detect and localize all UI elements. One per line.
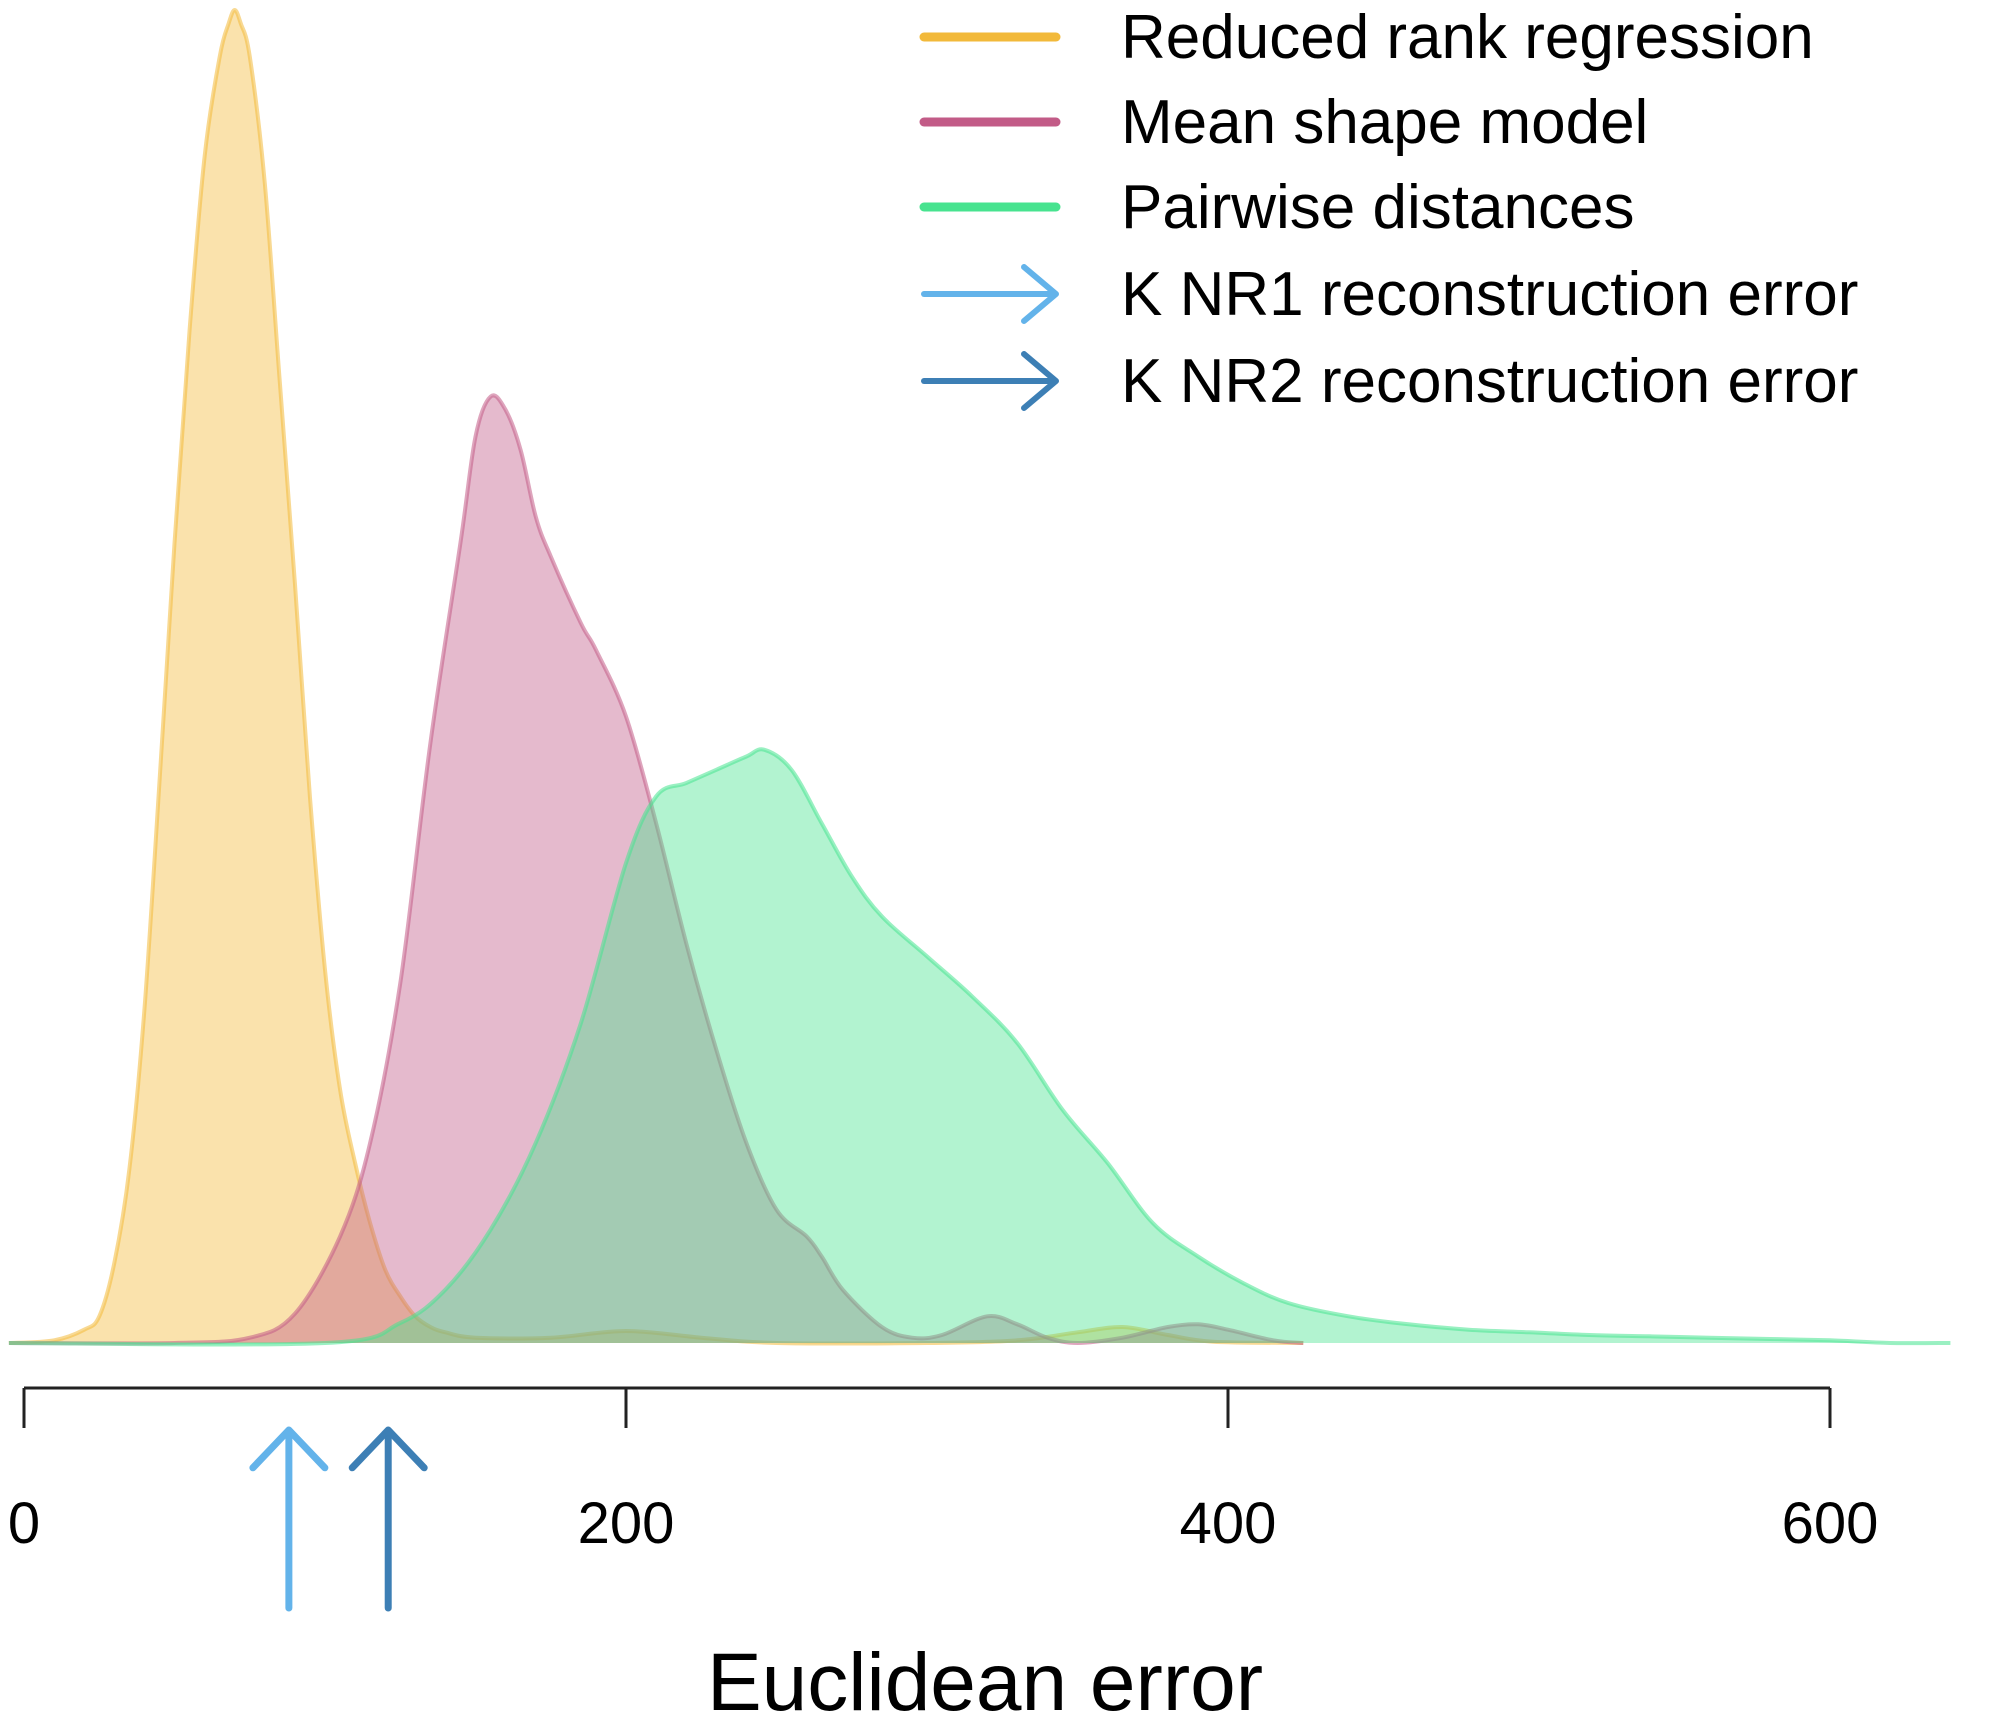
density-areas <box>8 8 1951 1347</box>
x-axis-ticks <box>22 1388 1832 1428</box>
x-tick-label-0: 0 <box>8 1491 40 1556</box>
legend-label-k-nr2-reconstruction-error: K NR2 reconstruction error <box>1121 347 1858 416</box>
x-axis: 0 200 400 600 <box>8 1386 1879 1556</box>
density-line-mean-shape-model <box>8 393 1304 1346</box>
legend: Reduced rank regression Mean shape model P… <box>919 3 1858 416</box>
density-area-pairwise-distances <box>8 749 1951 1345</box>
legend-item-mean-shape-model: Mean shape model <box>919 88 1648 157</box>
legend-item-pairwise-distances: Pairwise distances <box>919 173 1634 242</box>
density-area-mean-shape-model <box>8 395 1304 1344</box>
legend-arrow-k-nr1-reconstruction-error <box>921 264 1059 324</box>
legend-item-reduced-rank-regression: Reduced rank regression <box>919 3 1814 72</box>
legend-label-pairwise-distances: Pairwise distances <box>1121 173 1634 242</box>
legend-arrow-k-nr2-reconstruction-error <box>921 351 1059 411</box>
arrow-marker-k-nr2-reconstruction-error <box>348 1426 428 1612</box>
x-tick-label-200: 200 <box>578 1491 675 1556</box>
arrow-marker-k-nr1-reconstruction-error <box>249 1426 329 1612</box>
density-area-reduced-rank-regression <box>8 10 1304 1344</box>
legend-label-k-nr1-reconstruction-error: K NR1 reconstruction error <box>1121 260 1858 329</box>
x-axis-tick-labels: 0 200 400 600 <box>8 1491 1879 1556</box>
legend-item-k-nr1-reconstruction-error: K NR1 reconstruction error <box>921 260 1858 329</box>
legend-item-k-nr2-reconstruction-error: K NR2 reconstruction error <box>921 347 1858 416</box>
density-line-pairwise-distances <box>8 747 1951 1347</box>
legend-label-mean-shape-model: Mean shape model <box>1121 88 1648 157</box>
x-tick-label-400: 400 <box>1180 1491 1277 1556</box>
x-axis-label: Euclidean error <box>707 1637 1263 1721</box>
reconstruction-error-markers <box>249 1426 428 1612</box>
legend-label-reduced-rank-regression: Reduced rank regression <box>1121 3 1814 72</box>
x-tick-label-600: 600 <box>1782 1491 1879 1556</box>
density-line-reduced-rank-regression <box>8 8 1304 1346</box>
